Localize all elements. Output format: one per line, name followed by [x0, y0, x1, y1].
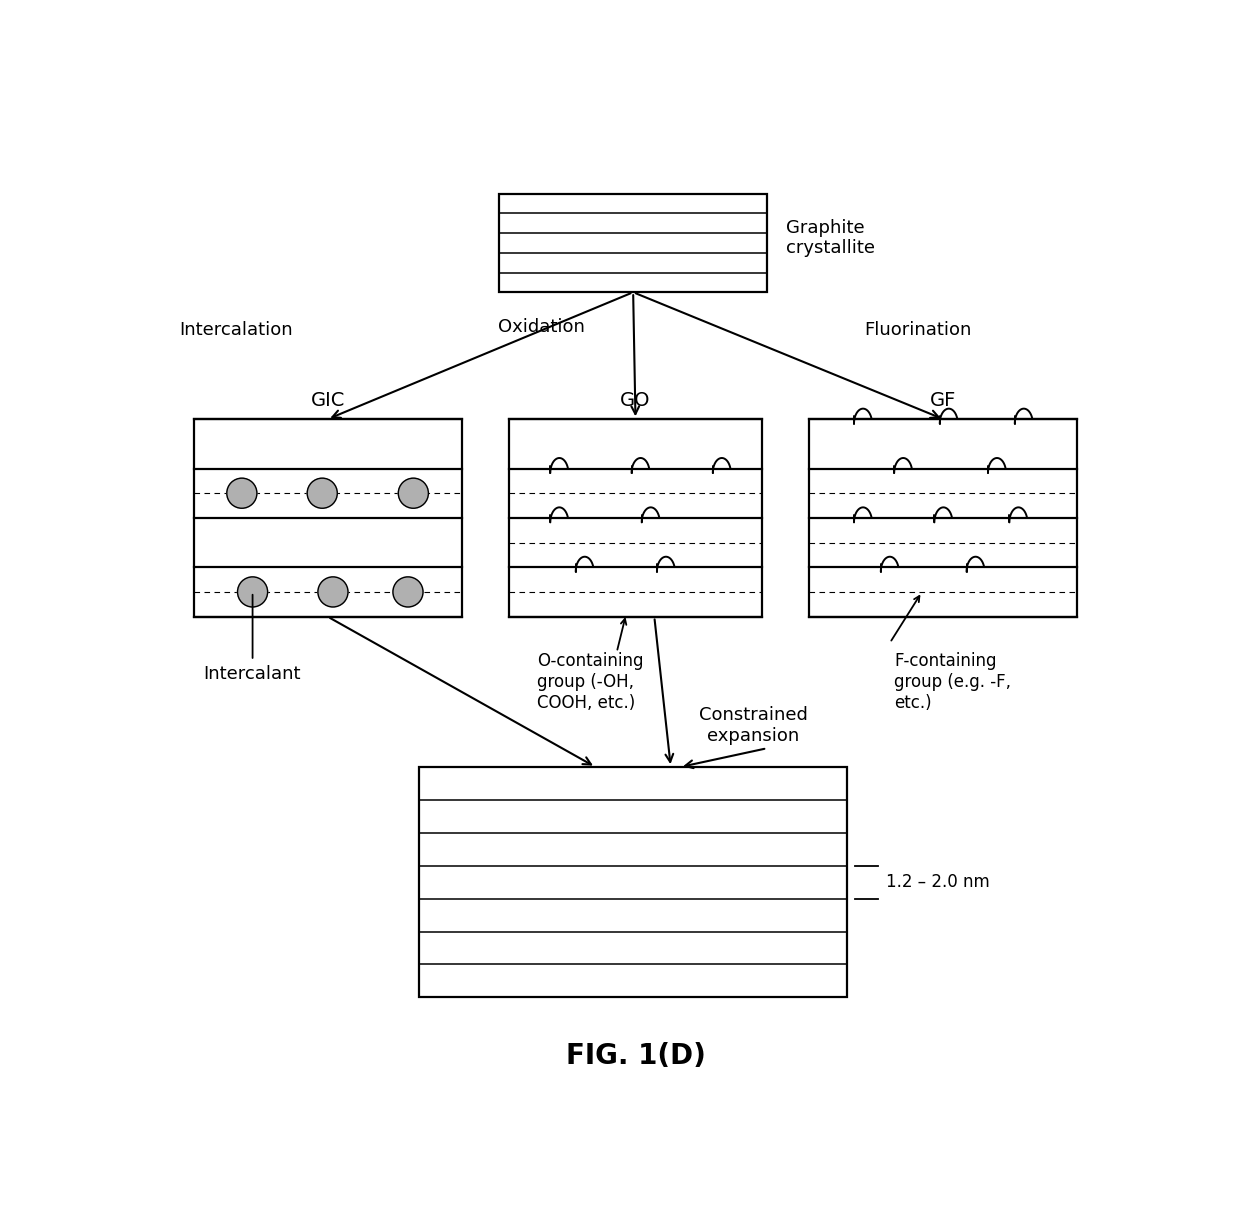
Text: O-containing
group (-OH,
COOH, etc.): O-containing group (-OH, COOH, etc.)	[537, 652, 644, 712]
Text: GO: GO	[620, 391, 651, 410]
Bar	[508, 419, 763, 617]
Text: GIC: GIC	[310, 391, 345, 410]
Bar	[419, 767, 847, 998]
Text: Intercalation: Intercalation	[179, 321, 293, 339]
Circle shape	[308, 479, 337, 508]
Text: Intercalant: Intercalant	[203, 665, 300, 684]
Text: Graphite
crystallite: Graphite crystallite	[786, 219, 875, 258]
Circle shape	[393, 576, 423, 607]
Circle shape	[317, 576, 348, 607]
Text: FIG. 1(D): FIG. 1(D)	[565, 1042, 706, 1070]
Bar	[500, 194, 768, 292]
Text: Oxidation: Oxidation	[498, 319, 585, 337]
Circle shape	[398, 479, 428, 508]
Text: GF: GF	[930, 391, 956, 410]
Bar	[810, 419, 1078, 617]
Circle shape	[227, 479, 257, 508]
Text: 1.2 – 2.0 nm: 1.2 – 2.0 nm	[885, 873, 990, 891]
Text: Constrained
expansion: Constrained expansion	[698, 706, 807, 745]
Bar	[193, 419, 461, 617]
Circle shape	[238, 576, 268, 607]
Text: F-containing
group (e.g. -F,
etc.): F-containing group (e.g. -F, etc.)	[894, 652, 1011, 712]
Text: Fluorination: Fluorination	[864, 321, 971, 339]
